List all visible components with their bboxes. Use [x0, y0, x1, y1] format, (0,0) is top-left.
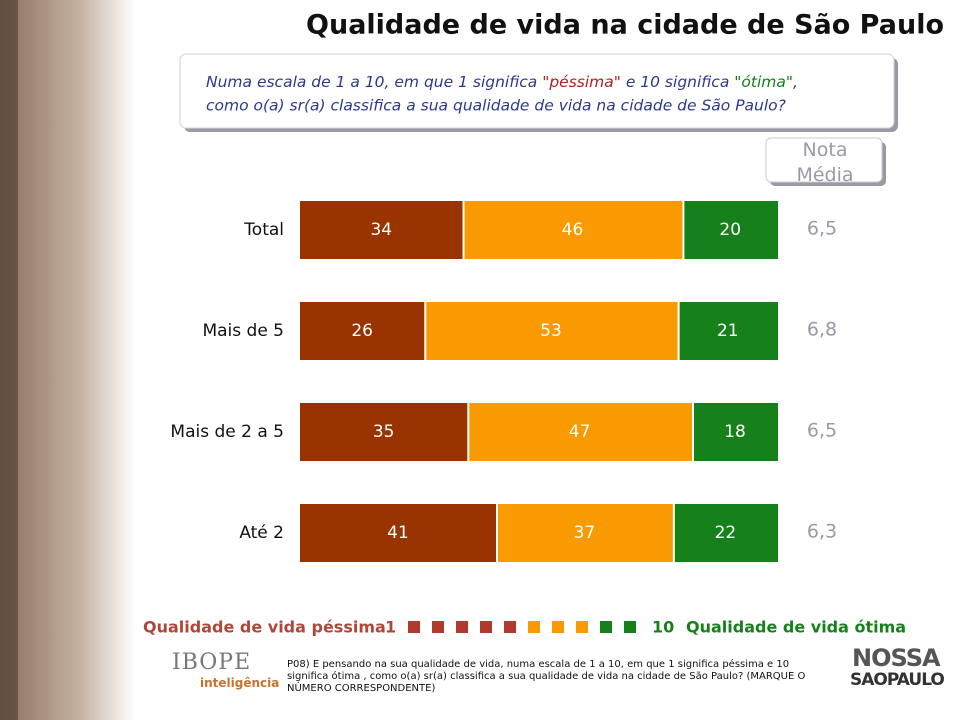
footnote: P08) E pensando na sua qualidade de vida…: [287, 659, 806, 694]
nota-media-value: 6,5: [807, 420, 837, 442]
data-label: 18: [724, 422, 746, 442]
question-text: e 10 significa: [621, 73, 734, 91]
background-photo: [0, 0, 135, 720]
bar-segment: [464, 201, 683, 259]
bar-segment: [679, 302, 778, 360]
bar-segment: [693, 403, 778, 461]
data-label: 37: [574, 523, 596, 543]
nota-title: Nota Média: [796, 139, 854, 186]
nota-media-value: 6,8: [807, 319, 837, 341]
bar-segment: [300, 504, 496, 562]
category-label: Até 2: [239, 523, 284, 543]
chart-title: Qualidade de vida na cidade de São Paulo: [306, 10, 944, 41]
bar-segment: [674, 504, 778, 562]
data-label: 34: [370, 220, 392, 240]
question-text: "péssima": [542, 73, 621, 91]
scale-low-label: Qualidade de vida péssima: [143, 618, 386, 637]
bar-segment: [300, 403, 468, 461]
question-line: como o(a) sr(a) classifica a sua qualida…: [206, 97, 786, 115]
nota-box: [765, 137, 883, 183]
scale-square: [456, 621, 468, 633]
bar-segment: [469, 403, 692, 461]
scale-square: [528, 621, 540, 633]
data-label: 53: [540, 321, 562, 341]
category-label: Mais de 2 a 5: [170, 422, 284, 442]
logo-text: SAOPAULO: [850, 670, 945, 690]
data-label: 20: [719, 220, 741, 240]
logo-text: inteligência: [200, 676, 280, 690]
data-label: 41: [387, 523, 409, 543]
category-label: Mais de 5: [202, 321, 284, 341]
data-label: 35: [373, 422, 395, 442]
question-box: [179, 53, 895, 129]
scale-square: [600, 621, 612, 633]
question-line: Numa escala de 1 a 10, em que 1 signific…: [206, 73, 798, 91]
logo-text: IBOPE: [172, 650, 252, 675]
scale-square: [624, 621, 636, 633]
scale-square: [432, 621, 444, 633]
category-label: Total: [243, 220, 284, 240]
scale-square: [552, 621, 564, 633]
scale-square: [504, 621, 516, 633]
bar-segment: [426, 302, 678, 360]
data-label: 21: [717, 321, 739, 341]
scale-low: 1: [385, 618, 396, 637]
logo-text: NOSSA: [852, 644, 941, 672]
scale-high-label: Qualidade de vida ótima: [686, 618, 906, 637]
bar-segment: [300, 302, 425, 360]
scale-high: 10: [652, 618, 674, 637]
data-label: 47: [569, 422, 591, 442]
scale-square: [480, 621, 492, 633]
data-label: 22: [715, 523, 737, 543]
data-label: 46: [562, 220, 584, 240]
background-photo: [0, 0, 18, 720]
question-text: ,: [793, 73, 798, 91]
bar-segment: [300, 201, 463, 259]
question-text: Numa escala de 1 a 10, em que 1 signific…: [206, 73, 542, 91]
data-label: 26: [351, 321, 373, 341]
nota-media-value: 6,5: [807, 218, 837, 240]
scale-square: [576, 621, 588, 633]
nota-media-value: 6,3: [807, 521, 837, 543]
bar-segment: [497, 504, 673, 562]
question-text: "ótima": [734, 73, 793, 91]
bar-segment: [684, 201, 778, 259]
scale-square: [408, 621, 420, 633]
